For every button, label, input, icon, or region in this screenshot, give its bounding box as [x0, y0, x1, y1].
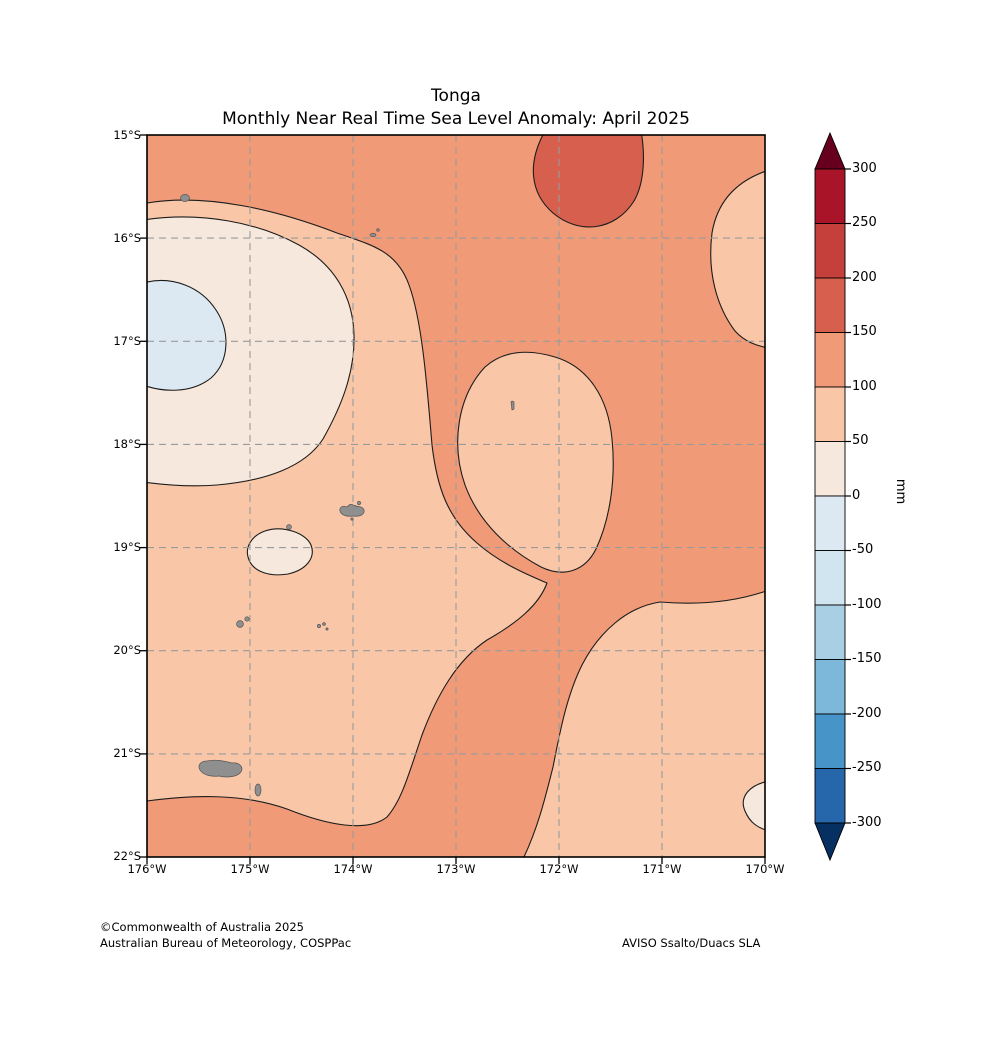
colorbar-tick-marks: [845, 168, 851, 824]
colorbar-band: [814, 495, 846, 551]
y-axis-tick-label: 15°S: [113, 128, 141, 142]
colorbar-tick-label: 250: [852, 215, 877, 230]
colorbar-tick-label: 300: [852, 161, 877, 176]
contour-region-minus50-0-core: [147, 279, 227, 391]
colorbar-tick-label: -250: [852, 760, 882, 775]
island: [369, 233, 377, 237]
colorbar-band: [814, 223, 846, 279]
map-subtitle: Monthly Near Real Time Sea Level Anomaly…: [222, 109, 690, 129]
colorbar-band: [814, 659, 846, 715]
colorbar-tick-label: -200: [852, 706, 882, 721]
x-axis-tick-label: 175°W: [230, 862, 270, 876]
colorbar-band: [814, 386, 846, 442]
y-axis-tick-label: 21°S: [113, 746, 141, 760]
colorbar-tick-label: 0: [852, 488, 861, 503]
colorbar-tick-label: 150: [852, 324, 877, 339]
colorbar-tick-label: -50: [852, 542, 874, 557]
colorbar-tick-label: 50: [852, 433, 869, 448]
contour-region-50-100-southeast: [523, 590, 765, 857]
y-axis-tick-label: 19°S: [113, 540, 141, 554]
colorbar-tick-label: -300: [852, 815, 882, 830]
island: [286, 524, 292, 530]
x-axis-tick-label: 173°W: [436, 862, 476, 876]
x-axis-tick-label: 170°W: [745, 862, 785, 876]
island: [325, 627, 329, 631]
y-axis-tick-label: 22°S: [113, 849, 141, 863]
island: [350, 517, 354, 521]
colorbar: [814, 131, 851, 862]
contour-map: [147, 135, 765, 857]
colorbar-tick-label: 100: [852, 379, 877, 394]
map-title: Tonga: [431, 86, 481, 106]
island: [236, 620, 244, 628]
axis-tick-marks: [140, 134, 766, 864]
contour-region-50-100-tongue: [457, 351, 614, 573]
colorbar-band: [814, 332, 846, 388]
colorbar-over-arrow: [814, 131, 846, 170]
data-credit-text: AVISO Ssalto/Duacs SLA: [622, 936, 761, 950]
colorbar-band: [814, 168, 846, 224]
x-axis-tick-label: 172°W: [539, 862, 579, 876]
colorbar-tick-label: -100: [852, 597, 882, 612]
island: [244, 616, 250, 622]
island: [198, 759, 243, 778]
contour-region-150-200-max: [532, 135, 644, 228]
island-group: [180, 194, 515, 797]
organisation-text: Australian Bureau of Meteorology, COSPPa…: [100, 936, 352, 950]
colorbar-under-arrow: [814, 822, 846, 862]
island: [357, 501, 361, 505]
y-axis-tick-label: 16°S: [113, 231, 141, 245]
island: [376, 228, 380, 232]
colorbar-unit-label: mm: [893, 478, 909, 505]
colorbar-band: [814, 550, 846, 606]
copyright-text: ©Commonwealth of Australia 2025: [100, 920, 305, 934]
colorbar-band: [814, 441, 846, 497]
y-axis-tick-label: 18°S: [113, 437, 141, 451]
colorbar-band: [814, 604, 846, 660]
x-axis-tick-label: 171°W: [642, 862, 682, 876]
x-axis-tick-label: 174°W: [333, 862, 373, 876]
contour-region-0-50-small: [246, 528, 313, 576]
island: [317, 624, 321, 628]
colorbar-tick-label: -150: [852, 651, 882, 666]
x-axis-tick-label: 176°W: [127, 862, 167, 876]
colorbar-band: [814, 713, 846, 769]
y-axis-tick-label: 17°S: [113, 334, 141, 348]
colorbar-tick-label: 200: [852, 270, 877, 285]
island: [322, 622, 326, 626]
contour-region-50-100-topright: [710, 170, 765, 348]
island: [254, 783, 262, 797]
island: [510, 400, 515, 411]
contour-region-0-50-edge: [742, 781, 765, 831]
graticule-gridlines: [147, 135, 765, 857]
y-axis-tick-label: 20°S: [113, 643, 141, 657]
island: [339, 503, 365, 517]
colorbar-band: [814, 277, 846, 333]
colorbar-band: [814, 768, 846, 824]
island: [180, 194, 190, 202]
